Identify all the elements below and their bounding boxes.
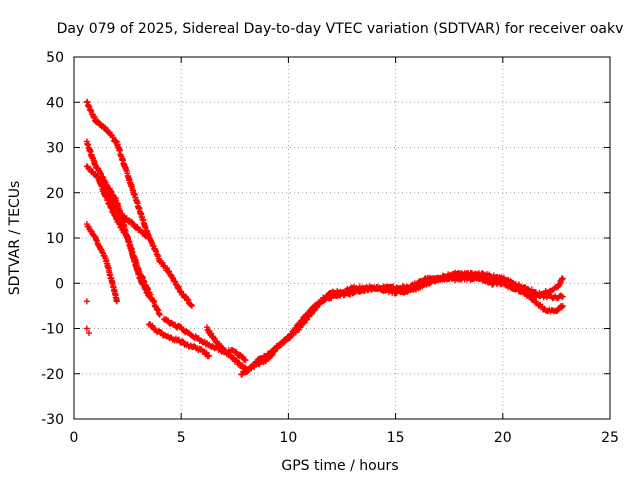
data-point-arc-6 <box>157 329 164 336</box>
y-tick-label: 10 <box>46 231 64 247</box>
y-tick-label: -20 <box>41 367 64 383</box>
data-point-arc-1 <box>113 138 120 145</box>
data-point-arc-4 <box>113 298 120 305</box>
x-axis-ticks: 0 5 10 15 20 25 <box>70 57 619 446</box>
data-point-arc-3 <box>146 235 153 241</box>
data-point-arc-5 <box>156 311 163 318</box>
data-point-arc-6 <box>203 349 210 356</box>
data-point-arc-7 <box>242 357 249 364</box>
y-tick-label: 50 <box>46 50 64 66</box>
y-tick-label: -10 <box>41 322 64 338</box>
data-point-isolated <box>83 298 90 305</box>
data-point-arc-1 <box>188 301 195 308</box>
y-tick-label: 30 <box>46 141 64 157</box>
data-point-arc-1 <box>184 296 191 303</box>
data-point-arc-9 <box>320 298 327 305</box>
data-point-arc-6 <box>205 353 212 360</box>
grid-lines <box>74 57 610 419</box>
data-point-arc-1 <box>188 302 195 309</box>
data-point-isolated <box>83 325 90 332</box>
y-tick-label: -30 <box>41 412 64 428</box>
data-point-arc-9 <box>263 354 270 361</box>
data-point-arc-9 <box>280 339 287 346</box>
y-tick-label: 20 <box>46 186 64 202</box>
x-tick-label: 10 <box>279 430 297 446</box>
data-point-arc-1 <box>95 118 102 125</box>
x-tick-label: 25 <box>601 430 619 446</box>
data-point-arc-9 <box>559 293 566 300</box>
x-tick-label: 15 <box>387 430 405 446</box>
data-point-arc-6 <box>206 352 213 359</box>
data-point-arc-6 <box>179 338 186 345</box>
y-tick-label: 0 <box>55 276 64 292</box>
data-point-arc-1 <box>185 297 192 304</box>
data-points <box>83 98 566 378</box>
x-tick-label: 20 <box>494 430 512 446</box>
y-tick-label: 40 <box>46 95 64 111</box>
x-tick-label: 0 <box>70 430 79 446</box>
data-point-arc-10 <box>559 275 566 282</box>
data-point-arc-1 <box>110 134 117 141</box>
y-axis-ticks: -30 -20 -10 0 10 20 30 40 50 <box>41 50 610 428</box>
x-tick-label: 5 <box>177 430 186 446</box>
x-axis-label: GPS time / hours <box>281 458 398 474</box>
data-point-arc-8 <box>559 302 566 309</box>
chart-title: Day 079 of 2025, Sidereal Day-to-day VTE… <box>57 21 624 37</box>
y-axis-label: SDTVAR / TECUs <box>7 181 23 296</box>
data-point-isolated <box>86 330 93 337</box>
